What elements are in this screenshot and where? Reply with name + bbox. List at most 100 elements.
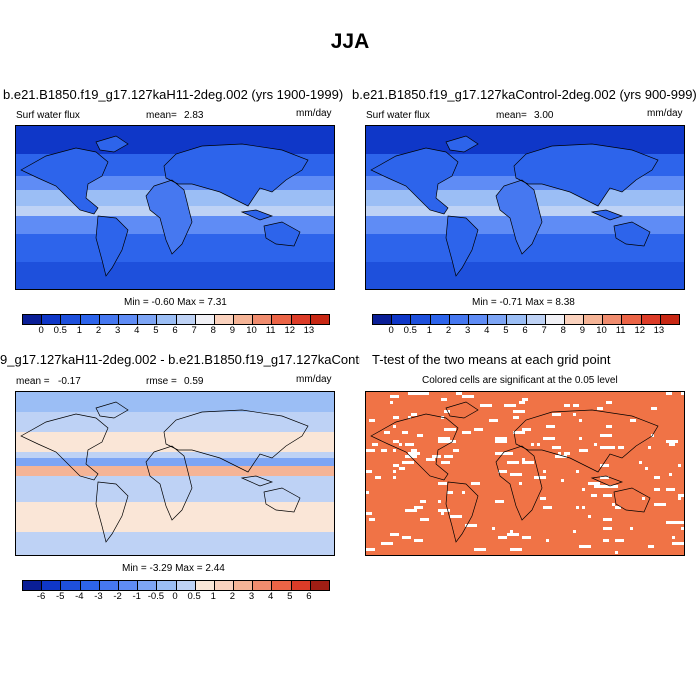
colorbar-tick-label: 0.5: [187, 591, 201, 602]
colorbar-tick-label: 12: [634, 325, 646, 336]
minmax-difference: Min = -3.29 Max = 2.44: [122, 563, 225, 574]
colorbar-cell: [641, 315, 661, 324]
colorbar-tick-label: -4: [75, 591, 84, 602]
colorbar-cell: [80, 315, 100, 324]
panel-title-case: b.e21.B1850.f19_g17.127kaH11-2deg.002 (y…: [3, 87, 344, 102]
colorbar-cell: [603, 315, 623, 324]
colorbar-cell: [584, 315, 604, 324]
mean-label-case: mean=: [146, 110, 177, 121]
mean-value-case: 2.83: [184, 110, 204, 121]
units-label-difference: mm/day: [296, 374, 332, 385]
colorbar-cell: [430, 315, 450, 324]
colorbar-case: [22, 314, 330, 325]
colorbar-tick-label: 3: [464, 325, 471, 336]
colorbar-cell: [310, 581, 329, 590]
colorbar-ticks-difference: -6 -5 -4 -3 -2 -1 -0.5 0 0.5 1 2 3 4 5 6: [22, 591, 328, 603]
colorbar-tick-label: 12: [284, 325, 296, 336]
colorbar-cell: [449, 315, 469, 324]
map-significance: [365, 391, 685, 556]
colorbar-tick-label: -6: [36, 591, 46, 602]
colorbar-cell: [195, 581, 215, 590]
colorbar-tick-label: 0: [38, 325, 44, 336]
colorbar-cell: [392, 315, 412, 324]
colorbar-difference: [22, 580, 330, 591]
colorbar-cell: [234, 581, 254, 590]
panel-title-difference: 9_g17.127kaH11-2deg.002 - b.e21.B1850.f1…: [0, 352, 360, 367]
colorbar-cell: [564, 315, 585, 324]
colorbar-cell: [272, 315, 292, 324]
colorbar-tick-label: 8: [210, 325, 216, 336]
colorbar-cell: [176, 315, 196, 324]
colorbar-cell: [253, 315, 273, 324]
rmse-label-difference: rmse =: [146, 376, 177, 387]
colorbar-tick-label: 0: [172, 591, 178, 602]
variable-label-control: Surf water flux: [366, 110, 430, 121]
colorbar-ticks-control: 0 0.5 1 2 3 4 5 6 7 8 9 10 11 12 13: [372, 325, 678, 337]
colorbar-tick-label: 4: [267, 591, 274, 602]
minmax-control: Min = -0.71 Max = 8.38: [472, 297, 575, 308]
colorbar-tick-label: 2: [445, 325, 452, 336]
colorbar-cell: [23, 581, 43, 590]
colorbar-tick-label: -2: [113, 591, 122, 602]
colorbar-cell: [373, 315, 393, 324]
colorbar-tick-label: 10: [246, 325, 257, 336]
map-difference: [15, 391, 335, 556]
map-control: [365, 125, 685, 290]
colorbar-cell: [157, 581, 177, 590]
colorbar-tick-label: 8: [560, 325, 566, 336]
colorbar-tick-label: -0.5: [147, 591, 165, 602]
colorbar-control: [372, 314, 680, 325]
colorbar-cell: [660, 315, 679, 324]
colorbar-cell: [214, 581, 235, 590]
colorbar-cell: [195, 315, 215, 324]
colorbar-cell: [176, 581, 196, 590]
colorbar-tick-label: 6: [306, 591, 312, 602]
colorbar-cell: [138, 315, 158, 324]
colorbar-tick-label: -1: [132, 591, 141, 602]
colorbar-tick-label: 11: [265, 325, 276, 336]
colorbar-cell: [23, 315, 43, 324]
colorbar-tick-label: 7: [541, 325, 547, 336]
mean-value-control: 3.00: [534, 110, 554, 121]
colorbar-tick-label: 9: [579, 325, 586, 336]
colorbar-cell: [99, 315, 119, 324]
map-canvas: [366, 126, 684, 289]
colorbar-tick-label: 1: [426, 325, 433, 336]
colorbar-cell: [157, 315, 177, 324]
colorbar-cell: [526, 315, 546, 324]
colorbar-tick-label: 6: [522, 325, 528, 336]
colorbar-tick-label: 3: [248, 591, 255, 602]
rmse-value-difference: 0.59: [184, 376, 204, 387]
colorbar-cell: [507, 315, 527, 324]
colorbar-tick-label: 2: [95, 325, 102, 336]
mean-label-difference: mean =: [16, 376, 50, 387]
colorbar-tick-label: 2: [229, 591, 236, 602]
colorbar-cell: [42, 581, 62, 590]
colorbar-cell: [291, 581, 311, 590]
colorbar-tick-label: 4: [134, 325, 140, 336]
colorbar-cell: [253, 581, 273, 590]
variable-label-case: Surf water flux: [16, 110, 80, 121]
colorbar-cell: [80, 581, 100, 590]
colorbar-tick-label: -5: [56, 591, 65, 602]
colorbar-cell: [61, 315, 81, 324]
colorbar-cell: [272, 581, 292, 590]
colorbar-tick-label: 7: [191, 325, 197, 336]
colorbar-tick-label: 0: [388, 325, 394, 336]
panel-title-significance: T-test of the two means at each grid poi…: [372, 352, 611, 367]
colorbar-tick-label: 1: [210, 591, 216, 602]
colorbar-tick-label: 11: [615, 325, 626, 336]
figure-title: JJA: [330, 30, 370, 53]
colorbar-cell: [234, 315, 254, 324]
colorbar-tick-label: 13: [653, 325, 665, 336]
units-label-case: mm/day: [296, 108, 332, 119]
colorbar-cell: [622, 315, 642, 324]
colorbar-cell: [411, 315, 431, 324]
colorbar-tick-label: 6: [172, 325, 178, 336]
colorbar-cell: [488, 315, 508, 324]
colorbar-cell: [118, 315, 139, 324]
colorbar-cell: [214, 315, 235, 324]
colorbar-tick-label: 9: [229, 325, 236, 336]
colorbar-tick-label: 5: [287, 591, 293, 602]
colorbar-tick-label: 1: [76, 325, 83, 336]
